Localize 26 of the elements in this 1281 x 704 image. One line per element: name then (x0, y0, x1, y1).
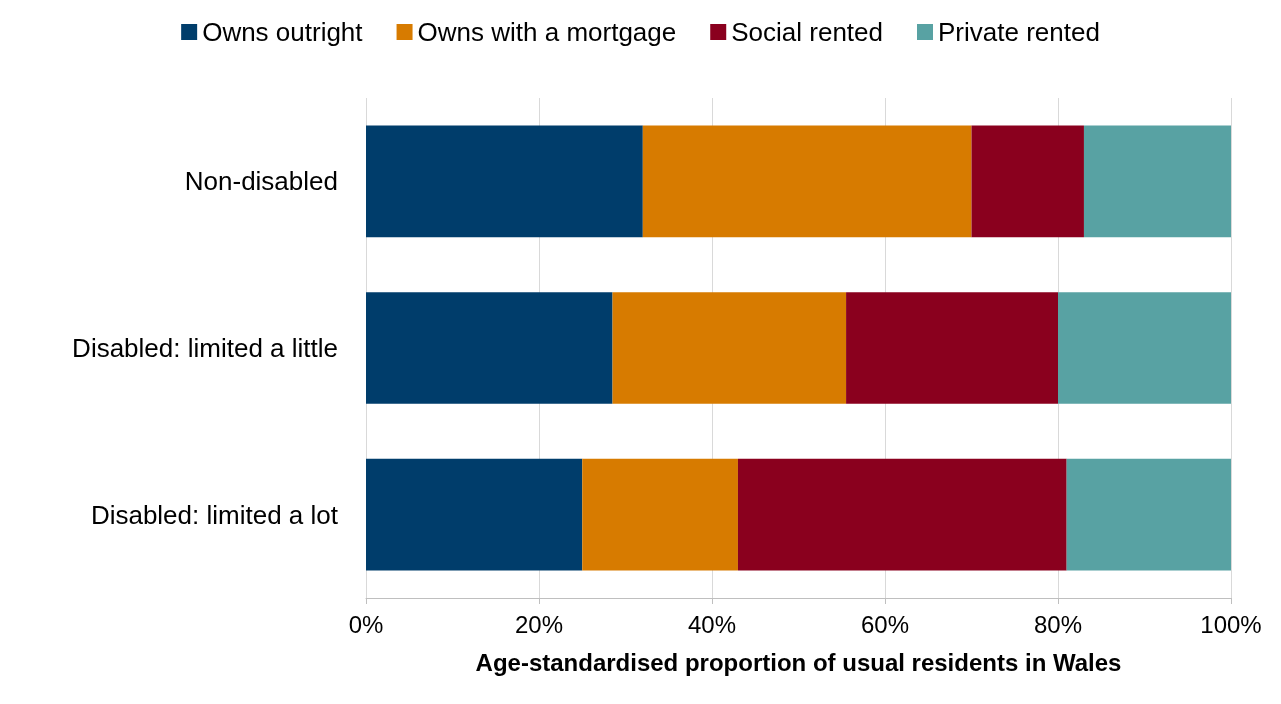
x-tick-label: 0% (348, 610, 384, 638)
bar (737, 458, 1067, 571)
bar (366, 458, 583, 571)
y-tick-label: Disabled: limited a lot (90, 499, 339, 530)
bar (846, 292, 1058, 404)
bar (612, 292, 847, 404)
legend-label: Owns outright (202, 17, 364, 47)
bar (582, 458, 738, 571)
bar (1083, 125, 1231, 238)
y-tick-label: Disabled: limited a little (72, 333, 338, 363)
bar (366, 125, 643, 238)
y-tick-label: Non-disabled (184, 166, 338, 197)
bar (366, 292, 613, 404)
legend-label: Social rented (731, 17, 883, 47)
x-tick-label: 40% (687, 610, 737, 638)
x-tick-label: 100% (1200, 610, 1262, 638)
x-tick-label: 80% (1033, 610, 1083, 638)
bar (642, 125, 972, 238)
bar (1066, 458, 1231, 571)
bar (971, 125, 1084, 238)
legend-label: Private rented (937, 17, 1100, 47)
bar (1058, 292, 1231, 404)
x-tick-label: 20% (514, 610, 564, 638)
x-axis-title: Age-standardised proportion of usual residents in Wales (475, 648, 1122, 676)
x-tick-label: 60% (860, 610, 910, 638)
legend-label: Owns with a mortgage (417, 17, 677, 47)
